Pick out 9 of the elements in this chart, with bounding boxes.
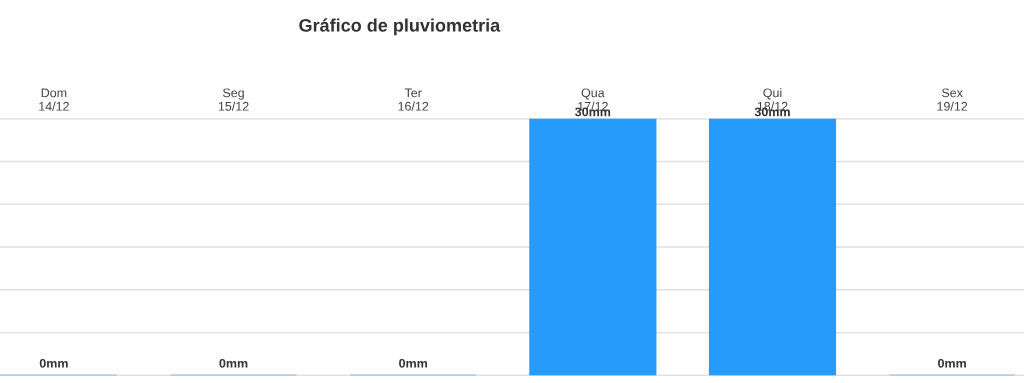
chart-title: Gráfico de pluviometria (299, 18, 501, 36)
x-tick-label: Seg 15/12 (218, 88, 249, 111)
data-label: 0mm (399, 358, 428, 368)
data-label: 0mm (219, 358, 248, 368)
x-tick-label: Ter 16/12 (398, 88, 429, 111)
data-label: 0mm (938, 358, 966, 368)
x-tick-label: Dom 14/12 (39, 88, 69, 111)
data-label: 0mm (39, 358, 68, 368)
x-tick-label: Sex 19/12 (937, 88, 968, 111)
